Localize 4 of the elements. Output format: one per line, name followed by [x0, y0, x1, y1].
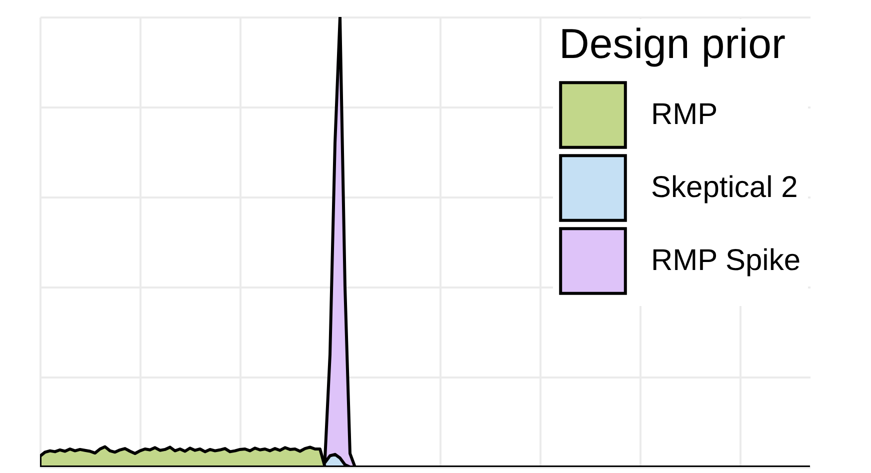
- legend-label: RMP Spike: [651, 244, 801, 277]
- legend-label: RMP: [651, 98, 718, 131]
- legend-title: Design prior: [559, 20, 786, 67]
- legend-label: Skeptical 2: [651, 171, 798, 204]
